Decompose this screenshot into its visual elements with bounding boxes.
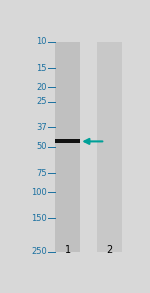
Text: 250: 250 [31, 247, 47, 256]
Text: 37: 37 [36, 123, 47, 132]
Text: 50: 50 [36, 142, 47, 151]
Bar [55, 139, 80, 144]
Text: 15: 15 [36, 64, 47, 73]
Text: 1: 1 [64, 245, 71, 255]
Text: 20: 20 [36, 83, 47, 92]
Text: 100: 100 [31, 188, 47, 197]
Text: 75: 75 [36, 169, 47, 178]
Bar [55, 42, 80, 252]
Bar [97, 42, 122, 252]
Text: 150: 150 [31, 214, 47, 223]
Text: 2: 2 [106, 245, 112, 255]
Text: 25: 25 [36, 97, 47, 106]
Text: 10: 10 [36, 38, 47, 46]
